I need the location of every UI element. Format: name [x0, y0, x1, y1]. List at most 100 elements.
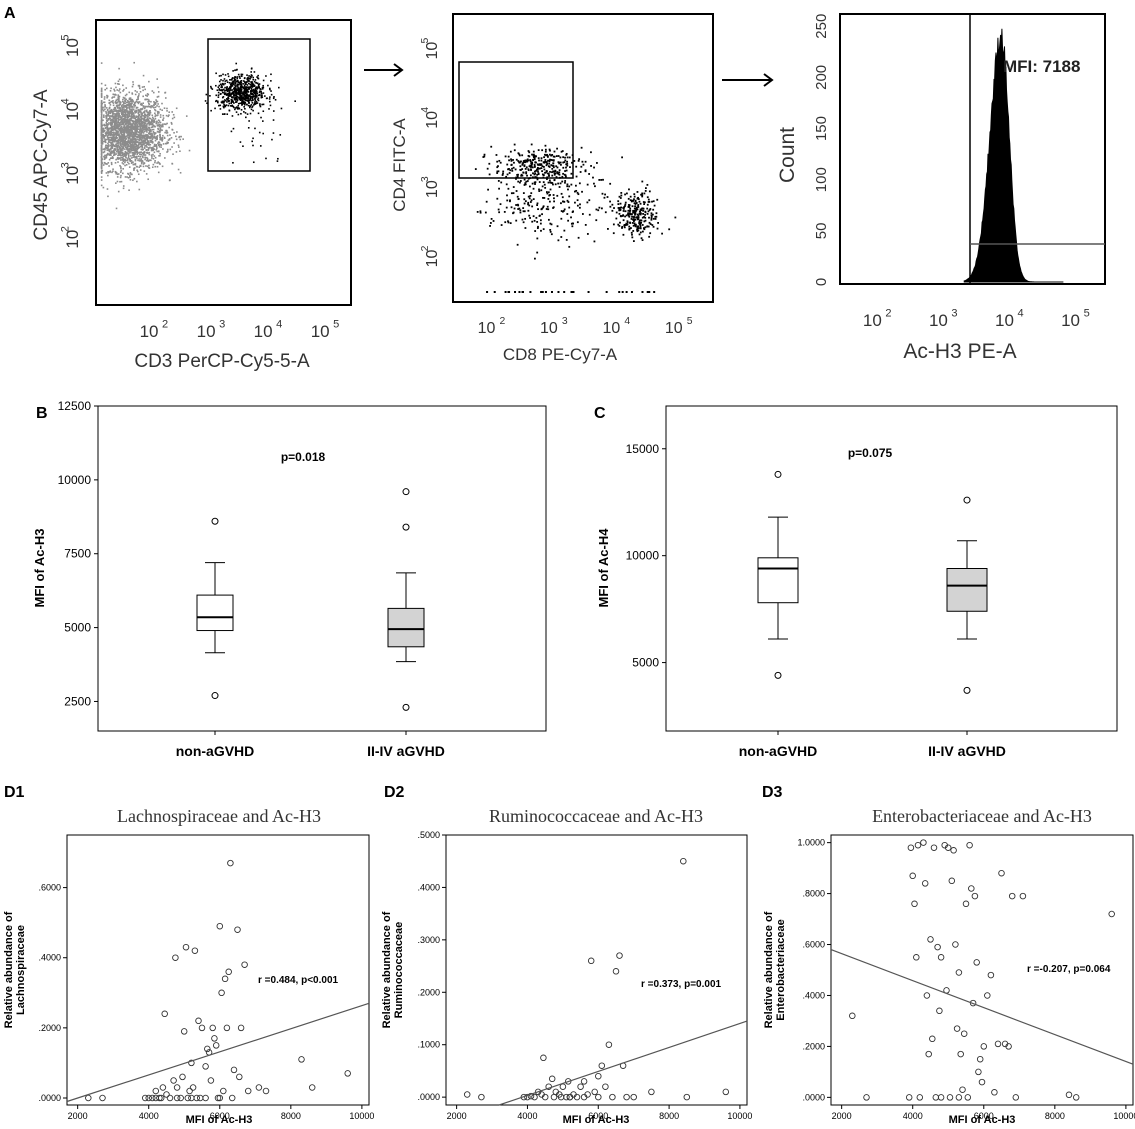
cd3-event: [221, 89, 223, 92]
cd3-event: [254, 101, 256, 103]
cell-event: [549, 230, 552, 233]
gray-event: [125, 87, 128, 89]
gray-event: [125, 136, 127, 138]
cell-event: [499, 161, 502, 164]
y-axis-label-line2: Lachnospiraceae: [15, 925, 27, 1015]
gray-event: [139, 118, 141, 120]
gray-event: [140, 130, 143, 132]
cd3-event: [253, 102, 256, 105]
data-point: [849, 1012, 856, 1020]
gray-event: [137, 122, 139, 124]
cell-event: [527, 150, 530, 152]
cell-event: [648, 235, 651, 238]
gray-event: [170, 121, 173, 124]
data-point: [946, 1094, 954, 1101]
cell-event: [529, 194, 532, 197]
gray-event: [142, 153, 145, 156]
data-point: [591, 1088, 598, 1096]
cd3-event: [240, 112, 242, 115]
data-point: [595, 1072, 602, 1080]
cell-event: [622, 219, 625, 222]
cell-event: [516, 243, 519, 246]
gray-event: [107, 144, 110, 146]
gray-event: [136, 118, 139, 121]
cell-event: [637, 204, 640, 206]
x-tick-label: 4000: [139, 1111, 159, 1121]
cd3-event: [246, 78, 249, 81]
y-tick-exponent: 3: [420, 176, 431, 182]
gray-event: [159, 114, 162, 116]
gray-event: [160, 138, 162, 141]
gray-event: [119, 108, 122, 111]
cd3-event: [269, 88, 271, 91]
gray-event: [171, 146, 173, 148]
cd3-event: [222, 79, 224, 82]
x-tick-label: 4000: [903, 1111, 923, 1121]
gray-event: [153, 155, 156, 157]
gray-event: [104, 157, 106, 160]
cell-event: [579, 171, 582, 173]
gray-event: [126, 99, 129, 102]
gray-event: [129, 149, 131, 151]
gray-event: [167, 148, 169, 151]
gray-event: [147, 105, 150, 108]
gray-event: [141, 134, 144, 137]
gray-event: [131, 125, 134, 128]
category-labels: non-aGVHD II-IV aGVHD: [739, 743, 1006, 759]
gray-event: [120, 149, 122, 152]
arrow-2: [722, 73, 774, 87]
cell-event: [487, 188, 489, 191]
cell-event: [564, 174, 567, 177]
cell-event: [521, 154, 524, 157]
gray-event: [157, 112, 159, 114]
cd3-event: [229, 89, 232, 91]
cell-event: [547, 159, 549, 162]
cell-event: [584, 160, 587, 163]
data-point: [225, 968, 232, 976]
cell-event: [505, 183, 508, 186]
gray-event: [127, 123, 130, 126]
gray-event: [126, 118, 129, 120]
cell-event: [588, 213, 591, 216]
gray-event: [154, 156, 157, 159]
cell-event: [549, 158, 551, 161]
cell-event: [553, 197, 555, 200]
gray-event: [142, 132, 145, 134]
cell-event: [536, 173, 539, 176]
gray-event: [116, 146, 119, 148]
gray-event: [164, 97, 167, 99]
cell-event: [628, 210, 631, 213]
cell-event: [612, 223, 615, 226]
data-point: [905, 1094, 913, 1101]
gray-event: [153, 104, 155, 106]
gray-event: [144, 128, 146, 131]
cell-event: [533, 219, 536, 222]
gray-event: [182, 138, 184, 140]
y-tick-exponent: 4: [420, 107, 431, 113]
gray-event: [109, 157, 112, 159]
gray-event: [117, 173, 120, 175]
gray-event: [121, 138, 124, 141]
gray-event: [138, 93, 140, 95]
gray-event: [117, 144, 120, 147]
cell-event: [634, 210, 637, 213]
gray-event: [128, 135, 131, 138]
gray-event: [159, 136, 162, 138]
cd3-event: [224, 82, 226, 85]
cell-event: [521, 168, 524, 170]
cell-event: [526, 180, 529, 182]
cell-event: [546, 154, 549, 157]
gray-event: [133, 133, 136, 135]
cell-event: [622, 207, 625, 210]
gray-event: [130, 105, 132, 108]
gray-event: [130, 103, 132, 105]
cell-event: [628, 188, 630, 191]
gray-event: [120, 118, 123, 120]
gray-event: [136, 126, 139, 129]
cell-event: [523, 164, 526, 167]
cell-event: [619, 221, 621, 224]
cell-event: [544, 144, 547, 147]
cell-event: [621, 227, 623, 229]
gray-event: [107, 145, 110, 148]
cd3-event: [239, 85, 242, 88]
